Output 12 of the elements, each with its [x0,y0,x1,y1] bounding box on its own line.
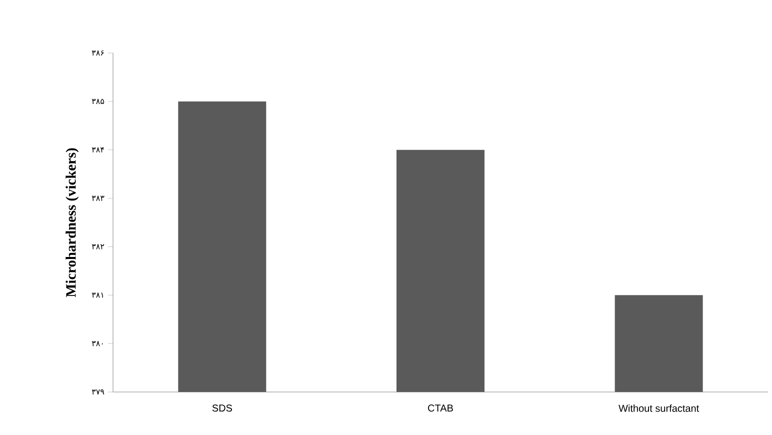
y-axis-title: Microhardness (vickers) [66,148,79,298]
x-tick-label: SDS [212,404,232,412]
y-tick-label: ۳۸۵ [92,98,104,104]
x-tick-label: Without surfactant [618,404,700,412]
y-tick-label: ۳۸۰ [92,341,103,346]
y-tick-label: ۳۷۹ [92,389,104,395]
y-tick-label: ۳۸۳ [92,196,104,201]
y-tick-label: ۳۸۶ [92,50,104,56]
x-tick-label: CTAB [428,404,453,412]
y-tick-label: ۳۸۲ [92,244,104,250]
y-tick-label: ۳۸۴ [92,147,104,152]
y-tick-label: ۳۸۱ [92,292,103,298]
